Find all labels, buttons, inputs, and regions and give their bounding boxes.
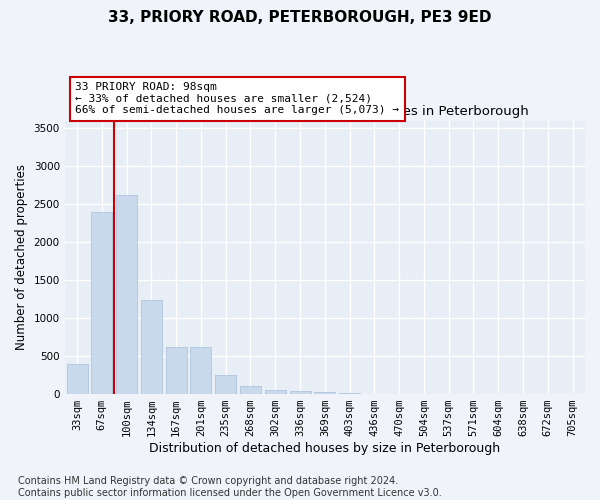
Bar <box>265 390 286 394</box>
X-axis label: Distribution of detached houses by size in Peterborough: Distribution of detached houses by size … <box>149 442 500 455</box>
Bar <box>67 364 88 394</box>
Y-axis label: Number of detached properties: Number of detached properties <box>15 164 28 350</box>
Bar <box>166 347 187 394</box>
Title: Size of property relative to detached houses in Peterborough: Size of property relative to detached ho… <box>121 106 529 118</box>
Bar <box>190 347 211 394</box>
Text: Contains HM Land Registry data © Crown copyright and database right 2024.
Contai: Contains HM Land Registry data © Crown c… <box>18 476 442 498</box>
Bar <box>290 391 311 394</box>
Bar <box>116 196 137 394</box>
Text: 33 PRIORY ROAD: 98sqm
← 33% of detached houses are smaller (2,524)
66% of semi-d: 33 PRIORY ROAD: 98sqm ← 33% of detached … <box>75 82 399 116</box>
Bar <box>91 212 112 394</box>
Bar <box>240 386 261 394</box>
Bar <box>314 392 335 394</box>
Text: 33, PRIORY ROAD, PETERBOROUGH, PE3 9ED: 33, PRIORY ROAD, PETERBOROUGH, PE3 9ED <box>108 10 492 25</box>
Bar <box>215 376 236 394</box>
Bar <box>141 300 162 394</box>
